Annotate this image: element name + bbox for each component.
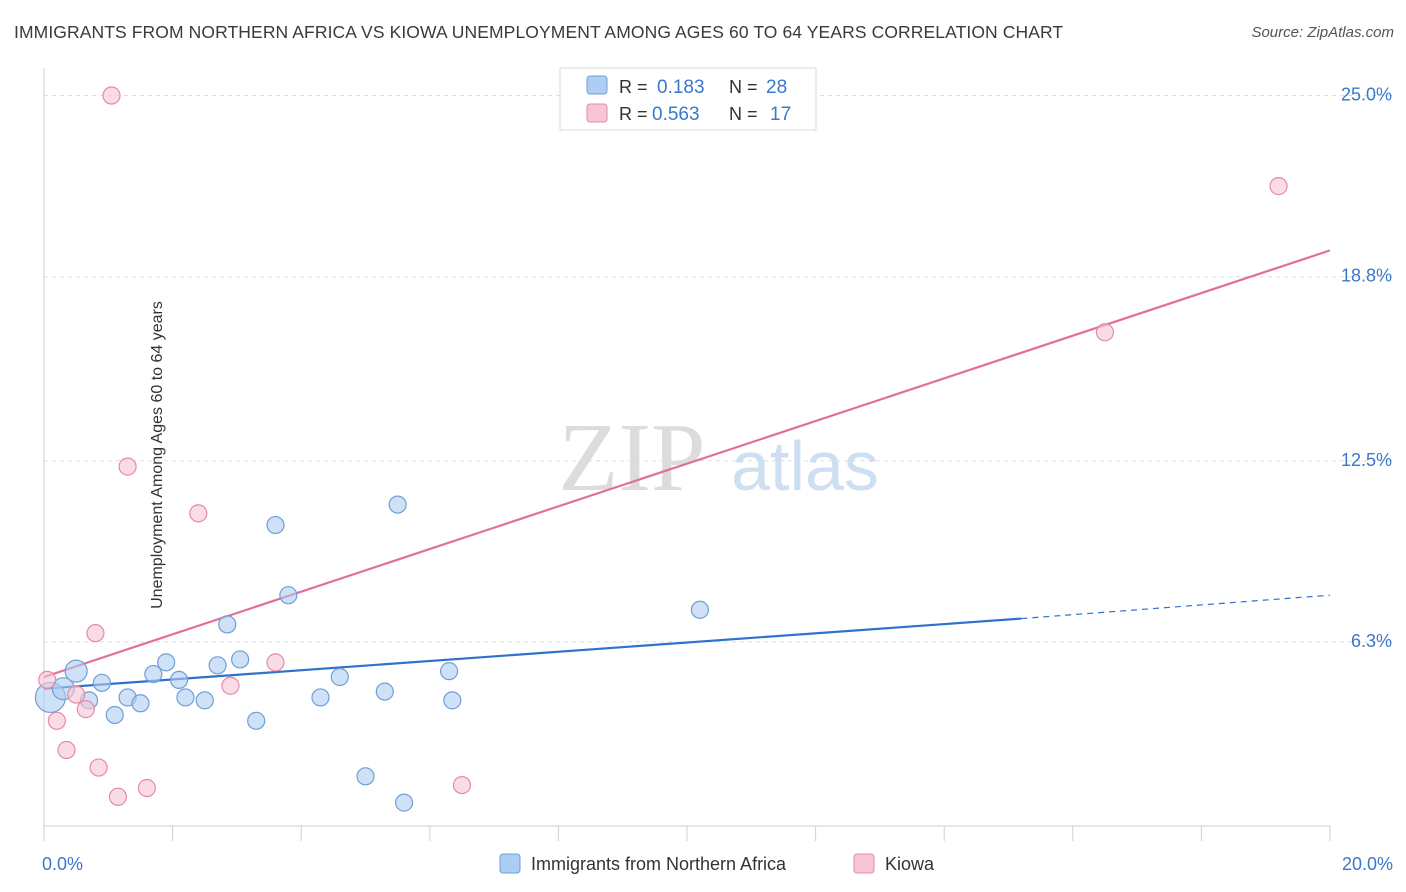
point-s1-3 — [67, 685, 86, 704]
point-s0-26 — [443, 691, 462, 710]
watermark-atlas: atlas — [731, 427, 879, 505]
point-s0-8 — [144, 664, 163, 684]
legend-swatch-pink — [586, 103, 608, 123]
point-s1-9 — [118, 457, 137, 476]
point-s0-4 — [92, 673, 111, 692]
data-points — [34, 86, 1288, 812]
chart-title: IMMIGRANTS FROM NORTHERN AFRICA VS KIOWA… — [14, 22, 1064, 42]
point-s1-6 — [89, 758, 108, 777]
trend-extension-0 — [1021, 594, 1331, 620]
series-legend-label-1: Kiowa — [885, 854, 935, 874]
stats-legend: R = 0.183 N = 28 R = 0.563 N = 17 — [559, 67, 817, 131]
y-tick-label-0: 6.3% — [1351, 631, 1392, 651]
point-s0-23 — [388, 495, 407, 514]
point-s1-1 — [47, 711, 66, 730]
grid-lines — [44, 95, 1392, 643]
point-s1-7 — [102, 86, 121, 105]
point-s0-18 — [279, 586, 298, 605]
point-s0-15 — [231, 650, 250, 669]
legend-n-label-2: N = — [729, 104, 758, 124]
point-s0-14 — [218, 615, 237, 634]
legend-r-value-1: 0.183 — [657, 77, 705, 98]
legend-n-value-1: 28 — [766, 77, 787, 98]
point-s0-9 — [157, 653, 176, 672]
x-tick-label-0: 0.0% — [42, 854, 83, 874]
watermark-zip: ZIP — [559, 404, 706, 512]
point-s0-21 — [356, 767, 375, 786]
series-legend-swatch-0 — [499, 853, 521, 874]
point-s0-17 — [266, 515, 285, 535]
point-s1-0 — [38, 670, 57, 690]
legend-n-value-2: 17 — [770, 104, 791, 125]
point-s0-10 — [169, 670, 189, 690]
point-s1-11 — [189, 504, 208, 523]
point-s0-25 — [439, 662, 459, 681]
legend-n-label-1: N = — [729, 77, 758, 97]
point-s0-5 — [105, 705, 124, 725]
point-s1-8 — [108, 787, 128, 806]
y-tick-label-2: 18.8% — [1341, 266, 1392, 286]
legend-r-label-1: R = — [619, 77, 648, 97]
y-tick-label-1: 12.5% — [1341, 450, 1392, 470]
tick-labels: 6.3% 12.5% 18.8% 25.0% 0.0% 20.0% — [42, 85, 1393, 874]
source-label: Source: ZipAtlas.com — [1251, 24, 1394, 41]
point-s1-2 — [57, 740, 76, 760]
point-s0-16 — [247, 711, 266, 730]
point-s0-20 — [330, 667, 349, 687]
point-s1-15 — [1095, 323, 1115, 342]
point-s1-5 — [86, 624, 105, 643]
point-s1-13 — [266, 653, 285, 672]
legend-r-label-2: R = — [619, 104, 648, 124]
point-s1-12 — [221, 676, 240, 695]
series-legend: Immigrants from Northern Africa Kiowa — [499, 853, 935, 874]
point-s0-13 — [208, 656, 227, 675]
point-s1-14 — [452, 775, 472, 795]
point-s1-4 — [76, 700, 95, 719]
series-legend-label-0: Immigrants from Northern Africa — [531, 854, 787, 874]
point-s0-11 — [176, 688, 195, 707]
trend-lines — [43, 249, 1331, 690]
series-legend-swatch-1 — [853, 853, 875, 874]
y-tick-label-3: 25.0% — [1341, 85, 1392, 105]
watermark: ZIP atlas — [559, 404, 879, 512]
trend-line-0 — [43, 617, 1022, 690]
trend-line-1 — [43, 249, 1331, 679]
legend-swatch-blue — [586, 75, 608, 95]
point-s0-24 — [394, 793, 414, 812]
point-s0-19 — [311, 688, 330, 707]
point-s0-27 — [690, 600, 709, 619]
point-s1-16 — [1269, 177, 1288, 196]
point-s0-12 — [195, 691, 214, 710]
point-s0-2 — [64, 659, 88, 683]
legend-r-value-2: 0.563 — [652, 104, 700, 125]
point-s0-7 — [131, 694, 150, 713]
x-tick-label-1: 20.0% — [1342, 854, 1393, 874]
point-s0-22 — [375, 682, 394, 701]
point-s1-10 — [137, 778, 156, 798]
